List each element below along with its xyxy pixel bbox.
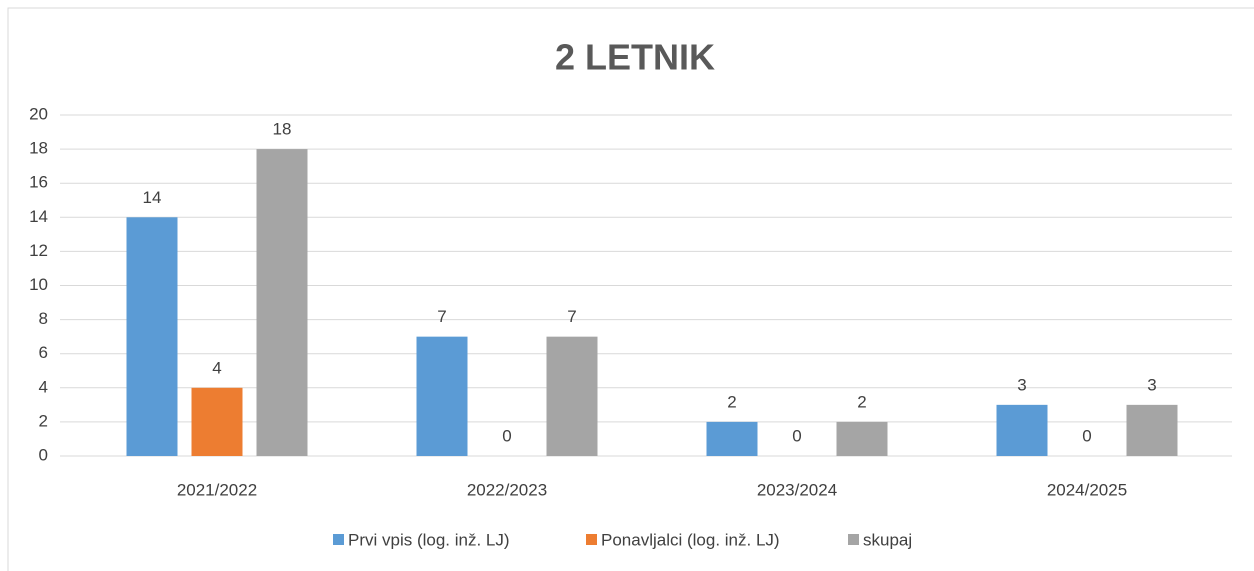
data-label: 0 — [502, 426, 511, 445]
legend-swatch — [586, 534, 597, 545]
chart-title: 2 LETNIK — [555, 37, 715, 78]
y-tick-label: 10 — [29, 275, 48, 294]
legend-label: Prvi vpis (log. inž. LJ) — [348, 530, 510, 549]
chart-frame — [7, 7, 1254, 571]
data-label: 3 — [1017, 375, 1026, 394]
x-tick-label: 2023/2024 — [757, 480, 837, 499]
data-label: 3 — [1147, 375, 1156, 394]
data-label: 2 — [857, 392, 866, 411]
bar — [836, 421, 888, 456]
data-label: 2 — [727, 392, 736, 411]
y-tick-label: 8 — [39, 309, 48, 328]
data-label: 0 — [1082, 426, 1091, 445]
y-tick-label: 12 — [29, 241, 48, 260]
bar — [996, 404, 1048, 456]
x-tick-label: 2022/2023 — [467, 480, 547, 499]
y-tick-label: 18 — [29, 139, 48, 158]
legend-label: skupaj — [863, 530, 912, 549]
bar — [256, 149, 308, 456]
legend-swatch — [848, 534, 859, 545]
data-label: 0 — [792, 426, 801, 445]
y-tick-label: 4 — [39, 377, 48, 396]
x-tick-label: 2024/2025 — [1047, 480, 1127, 499]
data-label: 7 — [567, 307, 576, 326]
data-label: 4 — [212, 358, 221, 377]
y-tick-label: 14 — [29, 207, 48, 226]
y-tick-label: 0 — [39, 445, 48, 464]
bar — [706, 421, 758, 456]
bar — [546, 336, 598, 456]
legend-label: Ponavljalci (log. inž. LJ) — [601, 530, 780, 549]
bar — [191, 387, 243, 456]
y-tick-label: 2 — [39, 411, 48, 430]
bar — [1126, 404, 1178, 456]
y-tick-label: 6 — [39, 343, 48, 362]
data-label: 14 — [143, 188, 162, 207]
bar — [126, 217, 178, 456]
bar — [416, 336, 468, 456]
data-label: 18 — [273, 120, 292, 139]
x-tick-label: 2021/2022 — [177, 480, 257, 499]
y-tick-label: 20 — [29, 104, 48, 123]
legend-swatch — [333, 534, 344, 545]
data-label: 7 — [437, 307, 446, 326]
y-tick-label: 16 — [29, 173, 48, 192]
